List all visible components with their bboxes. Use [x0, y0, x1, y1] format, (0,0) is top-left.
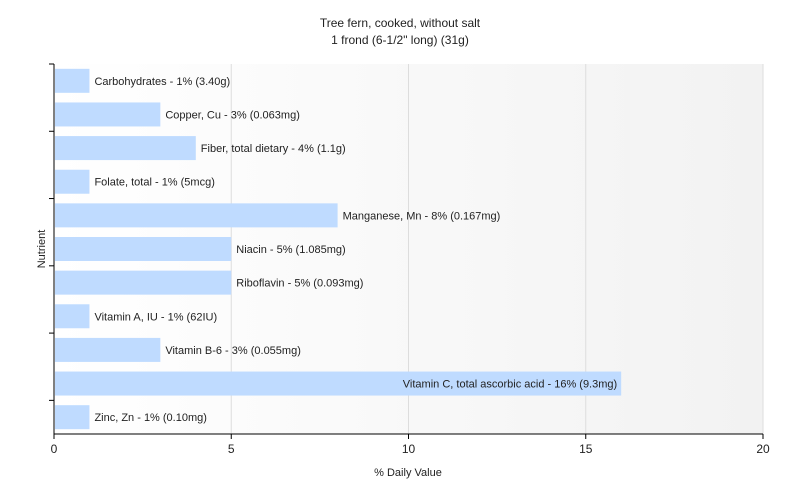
bar-7 [55, 304, 90, 329]
bar-label-3: Folate, total - 1% (5mcg) [94, 177, 214, 189]
chart-subtitle: 1 frond (6-1/2" long) (31g) [331, 33, 469, 47]
bar-label-0: Carbohydrates - 1% (3.40g) [94, 76, 230, 88]
bar-10 [55, 405, 90, 430]
bar-6 [55, 270, 232, 295]
x-tick-label-0: 0 [51, 442, 58, 456]
x-tick-label-2: 10 [402, 442, 416, 456]
bar-3 [55, 169, 90, 194]
bar-label-10: Zinc, Zn - 1% (0.10mg) [94, 412, 206, 424]
bar-label-1: Copper, Cu - 3% (0.063mg) [165, 109, 300, 121]
bar-label-8: Vitamin B-6 - 3% (0.055mg) [165, 345, 301, 357]
bar-5 [55, 237, 232, 261]
bar-2 [55, 136, 196, 161]
bar-0 [55, 68, 90, 93]
y-axis-label: Nutrient [36, 230, 48, 269]
bar-1 [55, 102, 161, 127]
bar-label-6: Riboflavin - 5% (0.093mg) [236, 278, 363, 290]
bar-label-7: Vitamin A, IU - 1% (62IU) [94, 311, 217, 323]
axes: 0 5 10 15 20 [49, 63, 770, 456]
x-tick-label-1: 5 [228, 442, 235, 456]
x-tick-label-3: 15 [579, 442, 593, 456]
x-tick-label-4: 20 [756, 442, 770, 456]
bar-label-2: Fiber, total dietary - 4% (1.1g) [201, 143, 346, 155]
chart-title: Tree fern, cooked, without salt [320, 16, 481, 30]
bars: Carbohydrates - 1% (3.40g) Copper, Cu - 3… [55, 68, 622, 430]
bar-8 [55, 337, 161, 362]
bar-label-4: Manganese, Mn - 8% (0.167mg) [343, 210, 501, 222]
bar-label-9: Vitamin C, total ascorbic acid - 16% (9.… [403, 379, 617, 391]
x-axis-label: % Daily Value [374, 467, 442, 479]
bar-9 [55, 371, 622, 396]
bar-label-5: Niacin - 5% (1.085mg) [236, 244, 345, 256]
bar-4 [55, 203, 338, 228]
